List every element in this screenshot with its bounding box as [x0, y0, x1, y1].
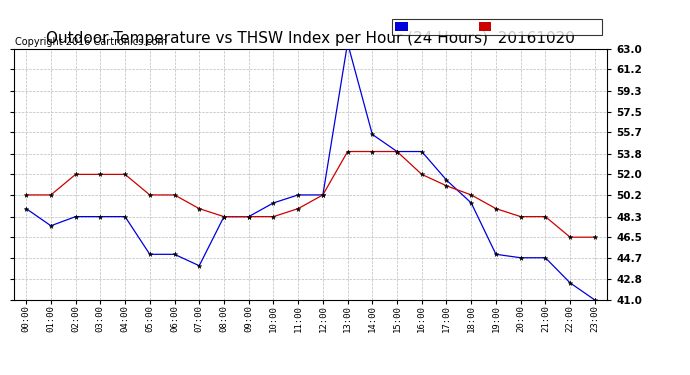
Title: Outdoor Temperature vs THSW Index per Hour (24 Hours)  20161020: Outdoor Temperature vs THSW Index per Ho…: [46, 31, 575, 46]
Text: Copyright 2016 Cartronics.com: Copyright 2016 Cartronics.com: [15, 38, 167, 48]
Legend: THSW  (°F), Temperature  (°F): THSW (°F), Temperature (°F): [392, 19, 602, 35]
